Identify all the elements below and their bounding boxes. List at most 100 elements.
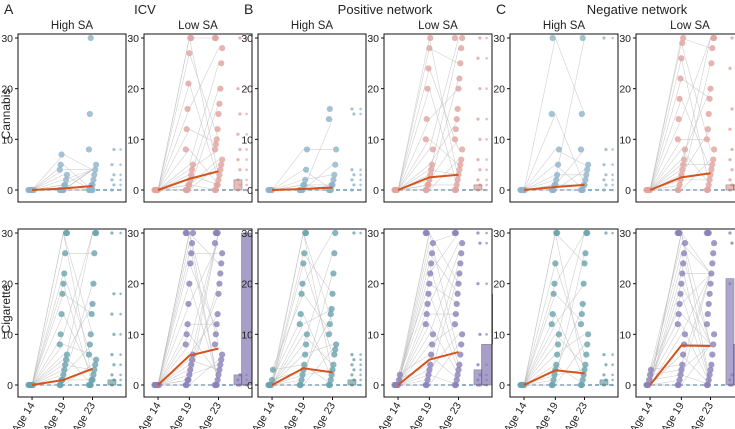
trajectory-line — [681, 253, 711, 345]
trajectory-line — [649, 164, 682, 191]
trajectory-line — [555, 263, 585, 355]
data-point — [555, 331, 563, 338]
data-point — [394, 186, 401, 194]
data-point — [219, 351, 226, 358]
box — [347, 379, 357, 386]
trajectory-line — [31, 174, 64, 191]
distribution-point — [236, 87, 240, 91]
data-point — [212, 186, 219, 194]
group-title-C: Negative network — [587, 2, 688, 17]
data-point — [452, 126, 459, 133]
trajectory-line — [31, 313, 64, 386]
data-point — [584, 341, 591, 348]
trajectory-line — [189, 53, 219, 140]
trajectory-line — [63, 303, 93, 360]
trajectory-line — [31, 344, 64, 386]
group-letter-B: B — [244, 1, 253, 17]
distribution-point — [119, 183, 122, 187]
distribution-point — [485, 138, 488, 141]
distribution-point — [478, 332, 482, 336]
mean-line — [523, 369, 585, 386]
data-point — [675, 115, 682, 123]
data-point — [428, 161, 436, 168]
trajectory-line — [271, 263, 304, 386]
data-point — [58, 310, 65, 318]
trajectory-line — [397, 88, 430, 191]
distribution-point — [359, 178, 362, 182]
trajectory-line — [649, 159, 682, 191]
data-point — [325, 331, 333, 338]
data-point — [217, 166, 224, 173]
data-point — [709, 45, 716, 52]
data-point — [87, 331, 94, 338]
data-point — [217, 85, 224, 92]
data-point — [302, 341, 310, 348]
data-point — [706, 290, 713, 297]
trajectory-line — [157, 379, 190, 386]
mean-line — [523, 183, 585, 191]
trajectory-line — [649, 139, 682, 191]
data-point — [452, 310, 459, 318]
distribution-point — [604, 183, 608, 187]
data-point — [93, 229, 100, 237]
y-tick-label: 30 — [241, 33, 253, 45]
data-point — [326, 381, 333, 389]
y-tick-label: 10 — [493, 134, 505, 146]
group-title-A: ICV — [134, 2, 156, 17]
trajectory-line — [555, 232, 585, 264]
distribution-point — [611, 383, 614, 387]
y-tick-label: 0 — [625, 380, 631, 392]
trajectory-line — [157, 303, 190, 386]
trajectory-line — [681, 232, 711, 274]
data-point — [578, 381, 585, 389]
trajectory-line — [555, 313, 585, 381]
trajectory-line — [303, 174, 333, 181]
distribution-point — [359, 183, 362, 187]
distribution-point — [602, 178, 606, 182]
data-point — [705, 181, 712, 189]
distribution-point — [359, 188, 362, 192]
data-point — [423, 115, 430, 123]
trajectory-line — [31, 364, 64, 386]
trajectory-line — [681, 263, 711, 386]
y-tick-label: 0 — [133, 185, 139, 197]
distribution-point — [604, 173, 608, 177]
trajectory-line — [63, 344, 93, 376]
trajectory-line — [397, 324, 430, 386]
y-tick-label: 30 — [1, 228, 13, 240]
panel-frame — [143, 33, 253, 203]
distribution-point — [352, 183, 356, 187]
data-point — [554, 229, 561, 237]
trajectory-line — [555, 37, 585, 180]
distribution-point — [359, 353, 362, 356]
y-tick-label: 10 — [127, 329, 139, 341]
distribution-point — [611, 378, 614, 382]
panel-frame — [383, 228, 493, 398]
trajectory-line — [649, 334, 682, 386]
data-point — [188, 171, 195, 178]
data-point — [424, 300, 431, 308]
data-point — [427, 34, 434, 42]
distribution-point — [119, 188, 122, 192]
data-point — [676, 300, 683, 308]
data-point — [678, 366, 685, 373]
trajectory-line — [429, 293, 459, 370]
data-point — [303, 331, 311, 338]
trajectory-line — [189, 263, 219, 335]
distribution-point — [485, 178, 488, 182]
trajectory-line — [649, 78, 682, 191]
y-tick-label: 20 — [493, 84, 505, 96]
data-point — [679, 270, 686, 277]
x-tick-label: Age 19 — [659, 400, 687, 429]
distribution-point — [602, 188, 606, 192]
distribution-point — [728, 66, 732, 70]
distribution-point — [236, 158, 240, 162]
data-point — [215, 290, 222, 297]
data-point — [331, 351, 338, 358]
data-point — [57, 381, 64, 389]
data-point — [707, 85, 714, 92]
trajectory-line — [555, 232, 585, 375]
data-point — [456, 166, 463, 173]
data-point — [268, 381, 275, 389]
distribution-point — [485, 158, 488, 161]
